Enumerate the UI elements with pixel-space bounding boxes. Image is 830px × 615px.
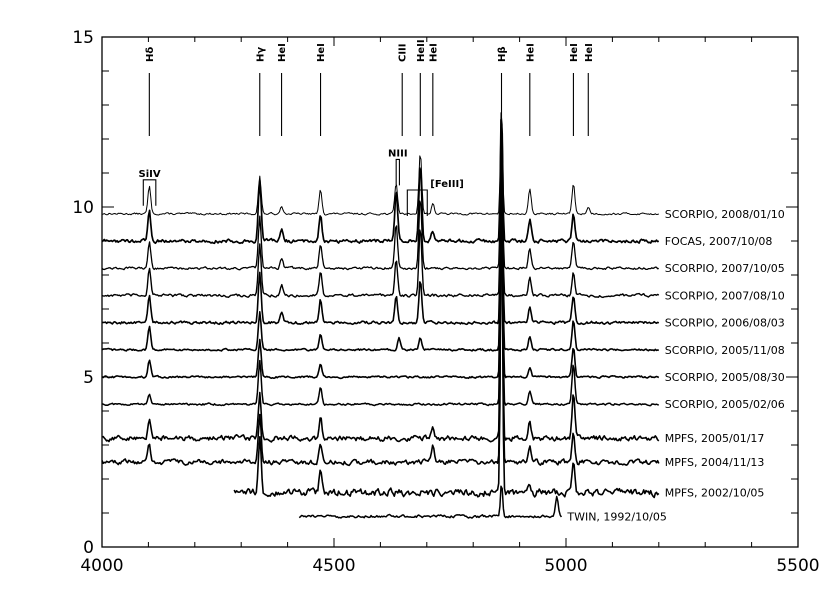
spectrum-label: SCORPIO, 2007/10/05	[665, 262, 785, 275]
spectrum-label: SCORPIO, 2006/08/03	[665, 317, 785, 330]
spectrum-line	[101, 112, 659, 216]
line-id-bracket-label: SiIV	[139, 169, 161, 180]
spectrum-label: SCORPIO, 2008/01/10	[665, 208, 785, 221]
y-tick-label: 10	[72, 198, 94, 218]
line-id-label: Hγ	[255, 47, 266, 62]
line-id-label: HeI	[316, 43, 327, 62]
spectrum-label: MPFS, 2005/01/17	[665, 432, 765, 445]
spectrum-label: TWIN, 1992/10/05	[566, 510, 666, 523]
line-id-bracket	[395, 158, 400, 186]
line-id-bracket-label: NIII	[388, 148, 408, 159]
line-id-bracket	[406, 189, 428, 216]
line-id-label: Hδ	[145, 47, 156, 62]
line-id-label: HeI	[569, 43, 580, 62]
spectrum-line	[101, 132, 659, 271]
y-tick-label: 15	[72, 28, 94, 48]
spectrum-label: MPFS, 2004/11/13	[665, 456, 765, 469]
spectrum-line	[101, 185, 660, 380]
line-id-label: HeI	[277, 43, 288, 62]
spectrum-line	[101, 165, 660, 326]
spectrum-label: SCORPIO, 2005/08/30	[665, 371, 785, 384]
line-id-label: Hβ	[497, 46, 508, 62]
line-identifications: Hδ Hγ HeI HeI CIII HeII HeI Hβ HeI HeI HeISiIVNIII…	[139, 39, 595, 216]
spectrum-line	[101, 189, 660, 407]
line-id-label: HeII	[416, 39, 427, 62]
spectrum-line	[101, 148, 660, 299]
plot-frame	[101, 36, 799, 548]
line-id-label: HeI	[428, 43, 439, 62]
x-tick-label: 5000	[544, 556, 587, 576]
y-tick-label: 5	[83, 368, 94, 388]
spectrum-line	[101, 178, 659, 352]
spectra-group: SCORPIO, 2008/01/10 FOCAS, 2007/10/08 SCOR…	[101, 112, 785, 523]
spectrum-label: FOCAS, 2007/10/08	[665, 235, 773, 248]
line-id-label: HeI	[584, 43, 595, 62]
spectrum-label: MPFS, 2002/10/05	[665, 487, 765, 500]
spectrum-label: SCORPIO, 2005/02/06	[665, 398, 785, 411]
axes: 4000 4500 5000 5500 0 5 10 15	[72, 28, 819, 576]
y-tick-label: 0	[83, 538, 94, 558]
spectrum-line	[101, 192, 660, 443]
spectrum-line	[298, 485, 563, 519]
line-id-bracket	[142, 179, 157, 206]
spectrum-label: SCORPIO, 2007/08/10	[665, 289, 785, 302]
line-id-bracket-label: [FeIII]	[430, 179, 464, 190]
spectrum-line	[233, 223, 660, 499]
line-id-label: HeI	[525, 43, 536, 62]
x-tick-label: 5500	[776, 556, 819, 576]
spectrum-label: SCORPIO, 2005/11/08	[665, 344, 785, 357]
spectrum-line	[101, 217, 660, 467]
spectrum-line	[101, 118, 660, 245]
line-id-label: CIII	[398, 43, 409, 62]
x-tick-label: 4000	[80, 556, 123, 576]
x-tick-label: 4500	[312, 556, 355, 576]
